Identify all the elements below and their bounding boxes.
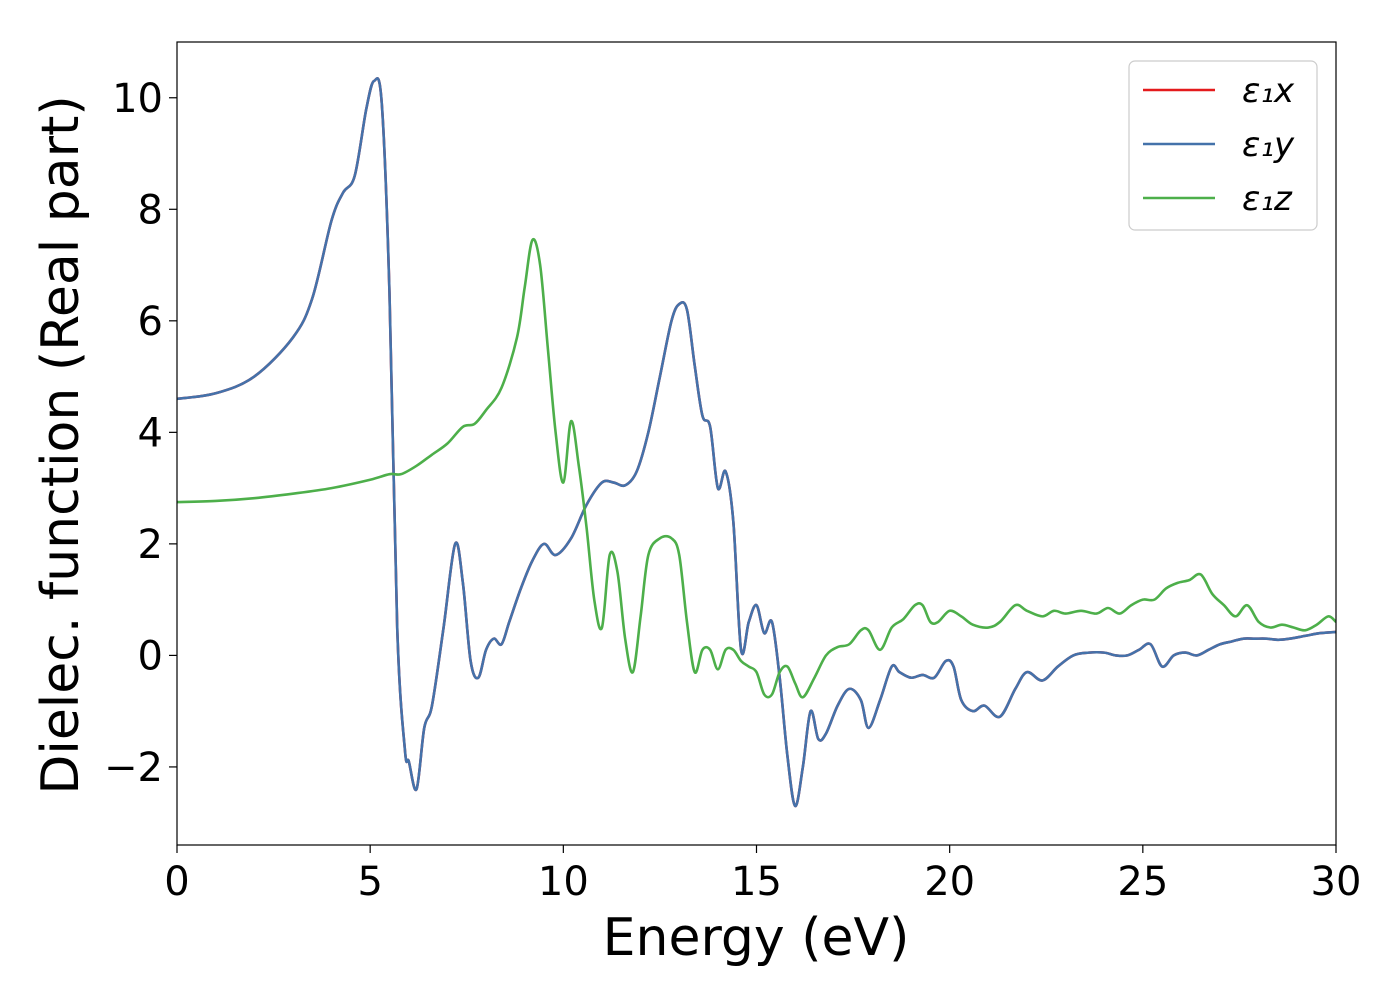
x-tick-label: 5 bbox=[357, 859, 382, 905]
x-tick-label: 15 bbox=[731, 859, 782, 905]
y-tick-label: 4 bbox=[138, 410, 163, 456]
y-tick-label: 0 bbox=[138, 633, 163, 679]
legend: ε₁x ε₁y ε₁z bbox=[1128, 60, 1318, 231]
legend-label: ε₁z bbox=[1242, 179, 1293, 219]
legend-label: ε₁y bbox=[1242, 125, 1295, 165]
x-tick-label: 20 bbox=[924, 859, 975, 905]
x-tick-label: 0 bbox=[164, 859, 189, 905]
x-axis: 0 5 10 15 20 25 30 bbox=[164, 845, 1361, 905]
y-tick-label: −2 bbox=[104, 745, 163, 791]
y-axis: −2 0 2 4 6 8 10 bbox=[104, 76, 177, 791]
legend-box bbox=[1128, 60, 1318, 231]
y-tick-label: 8 bbox=[138, 187, 163, 233]
x-axis-label: Energy (eV) bbox=[603, 908, 910, 968]
y-tick-label: 6 bbox=[138, 299, 163, 345]
series-line-3 bbox=[177, 237, 1336, 699]
y-tick-label: 10 bbox=[112, 76, 163, 122]
x-tick-label: 10 bbox=[538, 859, 589, 905]
y-tick-label: 2 bbox=[138, 522, 163, 568]
legend-label: ε₁x bbox=[1242, 71, 1295, 111]
x-tick-label: 30 bbox=[1311, 859, 1362, 905]
series-layer bbox=[177, 77, 1336, 808]
series-line-2 bbox=[177, 77, 1336, 808]
x-tick-label: 25 bbox=[1117, 859, 1168, 905]
y-axis-label: Dielec. function (Real part) bbox=[31, 95, 91, 794]
